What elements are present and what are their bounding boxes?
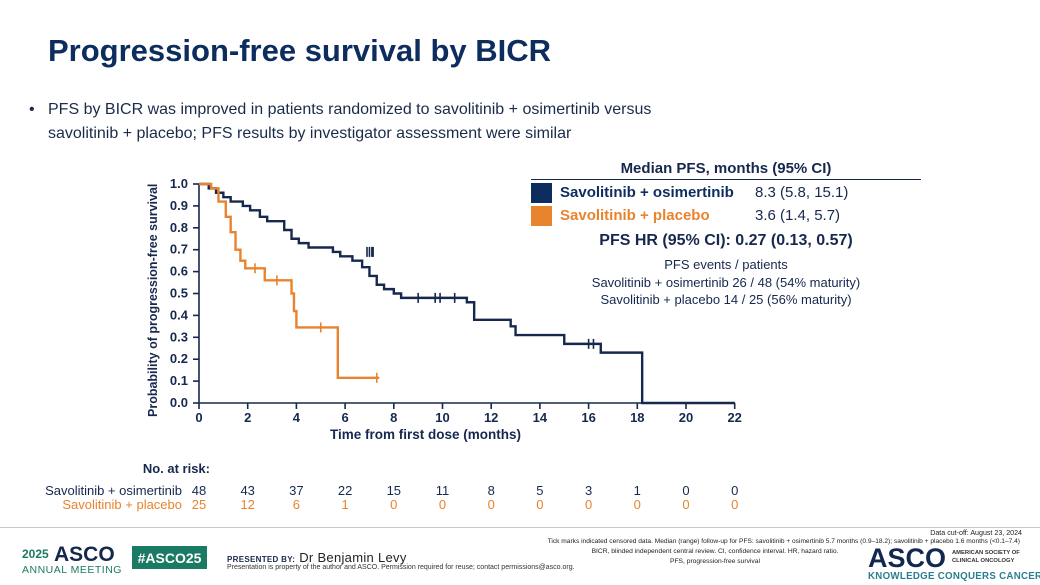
svg-text:2025: 2025 [22, 547, 49, 561]
svg-text:0.3: 0.3 [170, 329, 188, 344]
svg-text:AMERICAN SOCIETY OF: AMERICAN SOCIETY OF [952, 550, 1020, 556]
svg-text:20: 20 [679, 410, 693, 425]
svg-text:14: 14 [533, 410, 548, 425]
svg-text:8: 8 [390, 410, 397, 425]
svg-text:0.0: 0.0 [170, 395, 188, 410]
svg-text:0.8: 0.8 [170, 220, 188, 235]
svg-text:2: 2 [244, 410, 251, 425]
svg-text:6: 6 [341, 410, 348, 425]
svg-text:0.2: 0.2 [170, 351, 188, 366]
svg-text:4: 4 [293, 410, 301, 425]
svg-text:10: 10 [435, 410, 449, 425]
svg-text:ASCO: ASCO [868, 543, 946, 573]
svg-text:0.7: 0.7 [170, 242, 188, 257]
svg-text:0.4: 0.4 [170, 307, 189, 322]
svg-text:0.6: 0.6 [170, 264, 188, 279]
svg-text:18: 18 [630, 410, 644, 425]
svg-text:1.0: 1.0 [170, 176, 188, 191]
svg-text:16: 16 [581, 410, 595, 425]
svg-text:0.1: 0.1 [170, 373, 188, 388]
svg-text:0: 0 [195, 410, 202, 425]
svg-text:0.5: 0.5 [170, 286, 188, 301]
svg-text:12: 12 [484, 410, 498, 425]
svg-text:ASCO: ASCO [54, 543, 115, 566]
svg-text:CLINICAL ONCOLOGY: CLINICAL ONCOLOGY [952, 558, 1015, 564]
svg-text:KNOWLEDGE CONQUERS CANCER: KNOWLEDGE CONQUERS CANCER [868, 571, 1040, 582]
svg-text:22: 22 [727, 410, 741, 425]
svg-text:0.9: 0.9 [170, 198, 188, 213]
svg-text:ANNUAL MEETING: ANNUAL MEETING [22, 564, 122, 576]
